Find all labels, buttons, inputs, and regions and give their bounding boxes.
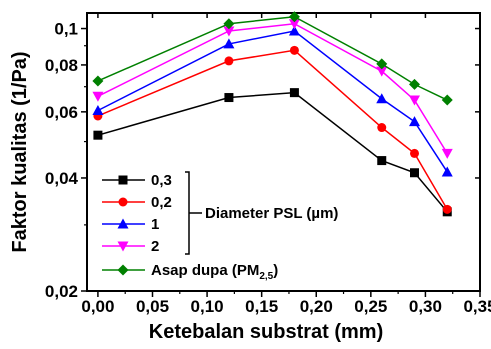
axis-ticks: 0,00 0,05 0,10 0,15 0,20 0,25 0,30 0,35 0,02 0,04… (45, 13, 491, 316)
legend-label: 0,2 (151, 194, 172, 211)
legend-label: 1 (151, 216, 159, 233)
data-point (117, 218, 129, 229)
series-line (97, 49, 448, 210)
data-point (289, 45, 299, 55)
data-point (92, 75, 104, 87)
y-tick-label: 0,1 (54, 20, 78, 39)
plot-area-frame (86, 12, 481, 292)
legend-label: 2 (151, 238, 159, 255)
data-point (409, 95, 420, 106)
data-point (376, 66, 388, 77)
series (92, 19, 453, 159)
data-point (224, 56, 234, 66)
data-point (224, 93, 234, 103)
x-tick-label: 0,15 (245, 297, 278, 316)
data-point (376, 93, 388, 104)
data-point (223, 26, 235, 37)
legend-label: Asap dupa (PM2,5) (151, 262, 278, 282)
y-axis-title: Faktor kualitas (1/Pa) (9, 51, 31, 252)
legend-group-annotation: Diameter PSL (µm) (205, 205, 338, 222)
data-point (441, 148, 453, 159)
x-tick-label: 0,20 (300, 297, 333, 316)
data-point (92, 91, 104, 102)
data-point (442, 204, 452, 214)
series (93, 88, 452, 217)
x-tick-label: 0,25 (354, 297, 387, 316)
data-point (223, 38, 235, 49)
data-point (288, 25, 300, 36)
y-tick-label: 0,08 (45, 56, 78, 75)
series (92, 25, 453, 177)
data-point (93, 130, 103, 140)
x-tick-label: 0,05 (136, 297, 169, 316)
data-series (92, 11, 453, 217)
legend-bracket (185, 171, 190, 255)
data-point (410, 148, 419, 158)
legend: 0,3 0,2 1 2 Asap dupa (PM2,5) Diameter PSL (µ… (102, 171, 338, 282)
x-tick-label: 0,30 (409, 297, 442, 316)
data-point (441, 94, 453, 106)
legend-label: 0,3 (151, 172, 172, 189)
x-tick-label: 0,35 (463, 297, 491, 316)
data-point (117, 241, 129, 252)
data-point (118, 175, 128, 185)
data-point (377, 156, 387, 166)
y-tick-label: 0,06 (45, 103, 78, 122)
series-line (97, 30, 448, 173)
series (92, 11, 453, 106)
x-tick-label: 0,10 (191, 297, 224, 316)
y-tick-label: 0,04 (45, 169, 79, 188)
data-point (117, 264, 129, 276)
data-point (288, 19, 300, 30)
data-point (92, 104, 104, 115)
data-point (288, 11, 300, 23)
data-point (409, 116, 420, 127)
y-tick-label: 0,02 (45, 282, 78, 301)
data-point (410, 168, 419, 178)
series (93, 45, 452, 214)
series-line (97, 22, 448, 154)
data-point (409, 78, 420, 90)
data-point (376, 58, 388, 70)
series-line (97, 91, 448, 213)
data-point (377, 123, 387, 133)
data-point (441, 166, 453, 177)
data-point (223, 18, 235, 30)
x-axis-title: Ketebalan substrat (mm) (149, 321, 384, 343)
x-tick-label: 0,00 (81, 297, 114, 316)
data-point (118, 197, 128, 207)
data-point (289, 88, 299, 98)
series-line (97, 15, 448, 101)
